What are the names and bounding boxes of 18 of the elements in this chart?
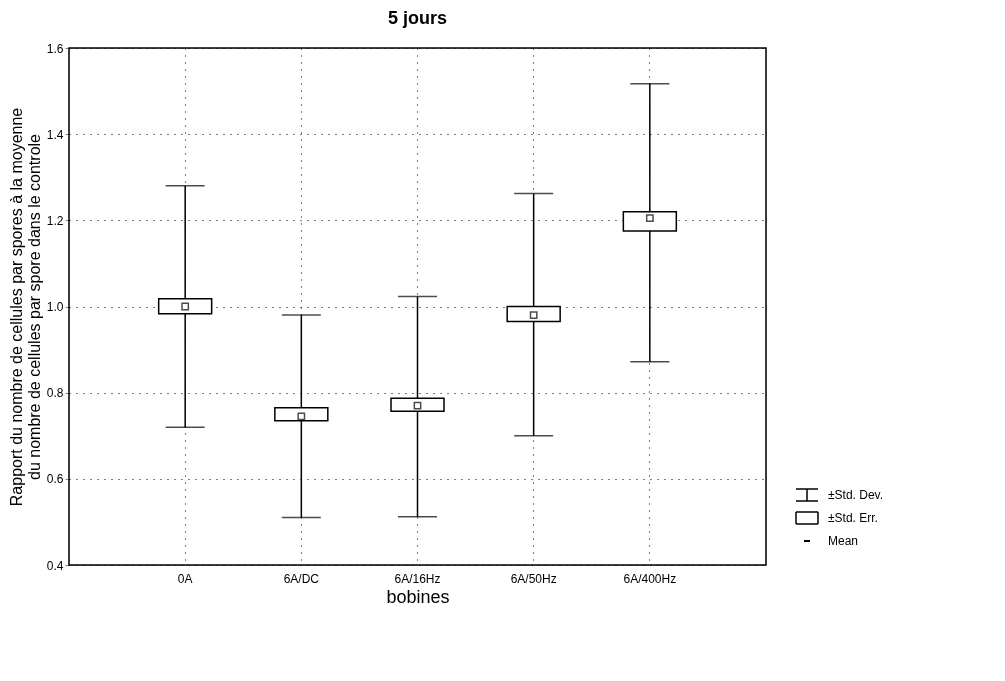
x-tick-label: 6A/400Hz <box>623 571 677 586</box>
x-tick-label: 6A/16Hz <box>394 571 441 586</box>
y-tick-label: 0.8 <box>46 386 64 401</box>
x-tick-label: 0A <box>177 571 193 586</box>
y-tick-label: 1.2 <box>46 213 64 228</box>
y-tick-label: 1.0 <box>46 300 64 314</box>
y-tick-label: 1.6 <box>46 41 64 56</box>
text: Mean <box>828 534 859 548</box>
y-axis-title: Rapport du nombre de cellules par spores à la moyenne du nombre de cellules par spore dans le controle <box>7 107 43 507</box>
y-tick-label: 1.4 <box>46 127 64 142</box>
x-axis-title: bobines <box>386 586 450 607</box>
text: ±Std. Dev. <box>828 488 884 502</box>
chart-title: 5 jours <box>387 8 448 28</box>
x-tick-label: 6A/50Hz <box>510 571 557 586</box>
y-tick-label: 0.4 <box>46 558 64 573</box>
y-tick-label: 0.6 <box>46 472 64 487</box>
text: ±Std. Err. <box>828 511 878 525</box>
x-tick-label: 6A/DC <box>283 571 320 586</box>
